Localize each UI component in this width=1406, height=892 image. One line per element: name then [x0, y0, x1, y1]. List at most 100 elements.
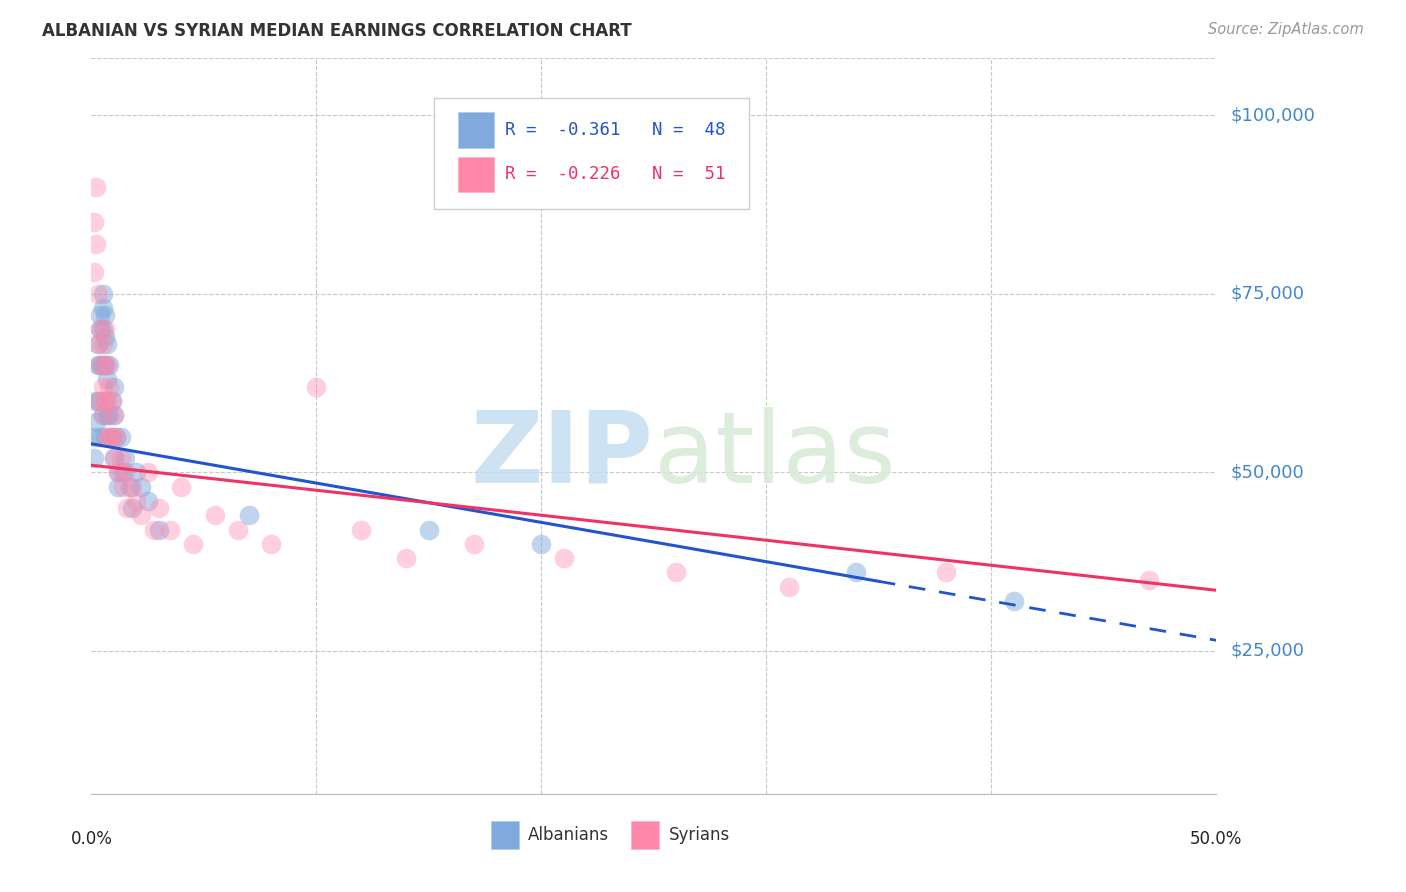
- Point: [121, 480, 143, 494]
- Text: atlas: atlas: [654, 407, 896, 504]
- Point: [89, 322, 111, 336]
- Point: [110, 430, 132, 444]
- Point: [83, 451, 105, 466]
- Point: [107, 466, 129, 480]
- Point: [98, 358, 121, 372]
- Point: [98, 408, 121, 422]
- Point: [87, 336, 110, 351]
- Point: [418, 523, 440, 537]
- Point: [100, 430, 122, 444]
- Point: [111, 480, 134, 494]
- Point: [84, 236, 107, 251]
- Point: [148, 501, 170, 516]
- Point: [84, 179, 107, 194]
- Point: [305, 379, 328, 393]
- Point: [395, 551, 418, 566]
- Point: [94, 308, 117, 322]
- Bar: [458, 157, 494, 192]
- Point: [96, 358, 118, 372]
- Point: [107, 466, 129, 480]
- Text: ZIP: ZIP: [471, 407, 654, 504]
- Point: [96, 430, 118, 444]
- Point: [103, 408, 125, 422]
- Point: [553, 551, 575, 566]
- Point: [94, 329, 117, 343]
- Point: [94, 358, 117, 372]
- Point: [118, 480, 141, 494]
- Text: $75,000: $75,000: [1230, 285, 1305, 302]
- Point: [111, 466, 134, 480]
- Bar: [491, 822, 519, 849]
- Point: [143, 523, 166, 537]
- Point: [136, 494, 159, 508]
- Point: [778, 580, 800, 594]
- Point: [121, 501, 143, 516]
- Point: [91, 336, 114, 351]
- Point: [117, 501, 139, 516]
- Text: Syrians: Syrians: [668, 826, 730, 844]
- Y-axis label: Median Earnings: Median Earnings: [0, 357, 8, 495]
- Point: [935, 566, 957, 580]
- Point: [89, 430, 111, 444]
- Point: [204, 508, 226, 523]
- Point: [89, 322, 111, 336]
- Point: [110, 451, 132, 466]
- Point: [530, 537, 553, 551]
- Point: [89, 308, 111, 322]
- Point: [100, 430, 122, 444]
- FancyBboxPatch shape: [434, 98, 749, 209]
- Point: [107, 480, 129, 494]
- Point: [226, 523, 249, 537]
- Point: [83, 215, 105, 229]
- Point: [83, 430, 105, 444]
- Point: [83, 265, 105, 279]
- Text: Source: ZipAtlas.com: Source: ZipAtlas.com: [1208, 22, 1364, 37]
- Point: [350, 523, 373, 537]
- Text: ALBANIAN VS SYRIAN MEDIAN EARNINGS CORRELATION CHART: ALBANIAN VS SYRIAN MEDIAN EARNINGS CORRE…: [42, 22, 631, 40]
- Point: [91, 408, 114, 422]
- Point: [89, 358, 111, 372]
- Point: [87, 286, 110, 301]
- Point: [129, 480, 152, 494]
- Point: [1002, 594, 1025, 608]
- Text: Albanians: Albanians: [527, 826, 609, 844]
- Point: [84, 415, 107, 429]
- Point: [463, 537, 485, 551]
- Text: $50,000: $50,000: [1230, 463, 1303, 482]
- Point: [114, 466, 136, 480]
- Text: $25,000: $25,000: [1230, 642, 1305, 660]
- Point: [845, 566, 868, 580]
- Text: 50.0%: 50.0%: [1189, 830, 1243, 847]
- Point: [94, 322, 117, 336]
- Point: [96, 393, 118, 408]
- Text: $100,000: $100,000: [1230, 106, 1315, 124]
- Point: [91, 286, 114, 301]
- Point: [98, 379, 121, 393]
- Point: [103, 408, 125, 422]
- Point: [105, 430, 128, 444]
- Point: [96, 408, 118, 422]
- Point: [1137, 573, 1160, 587]
- Point: [87, 336, 110, 351]
- Text: 0.0%: 0.0%: [70, 830, 112, 847]
- Bar: [458, 112, 494, 148]
- Point: [96, 336, 118, 351]
- Point: [103, 451, 125, 466]
- Text: R =  -0.361   N =  48: R = -0.361 N = 48: [505, 121, 725, 139]
- Point: [91, 379, 114, 393]
- Point: [100, 393, 122, 408]
- Point: [89, 393, 111, 408]
- Point: [114, 451, 136, 466]
- Point: [125, 466, 148, 480]
- Point: [129, 508, 152, 523]
- Point: [84, 393, 107, 408]
- Point: [94, 430, 117, 444]
- Point: [87, 393, 110, 408]
- Point: [91, 301, 114, 315]
- Text: R =  -0.226   N =  51: R = -0.226 N = 51: [505, 165, 725, 183]
- Point: [125, 494, 148, 508]
- Point: [91, 322, 114, 336]
- Point: [87, 358, 110, 372]
- Point: [105, 430, 128, 444]
- Point: [100, 393, 122, 408]
